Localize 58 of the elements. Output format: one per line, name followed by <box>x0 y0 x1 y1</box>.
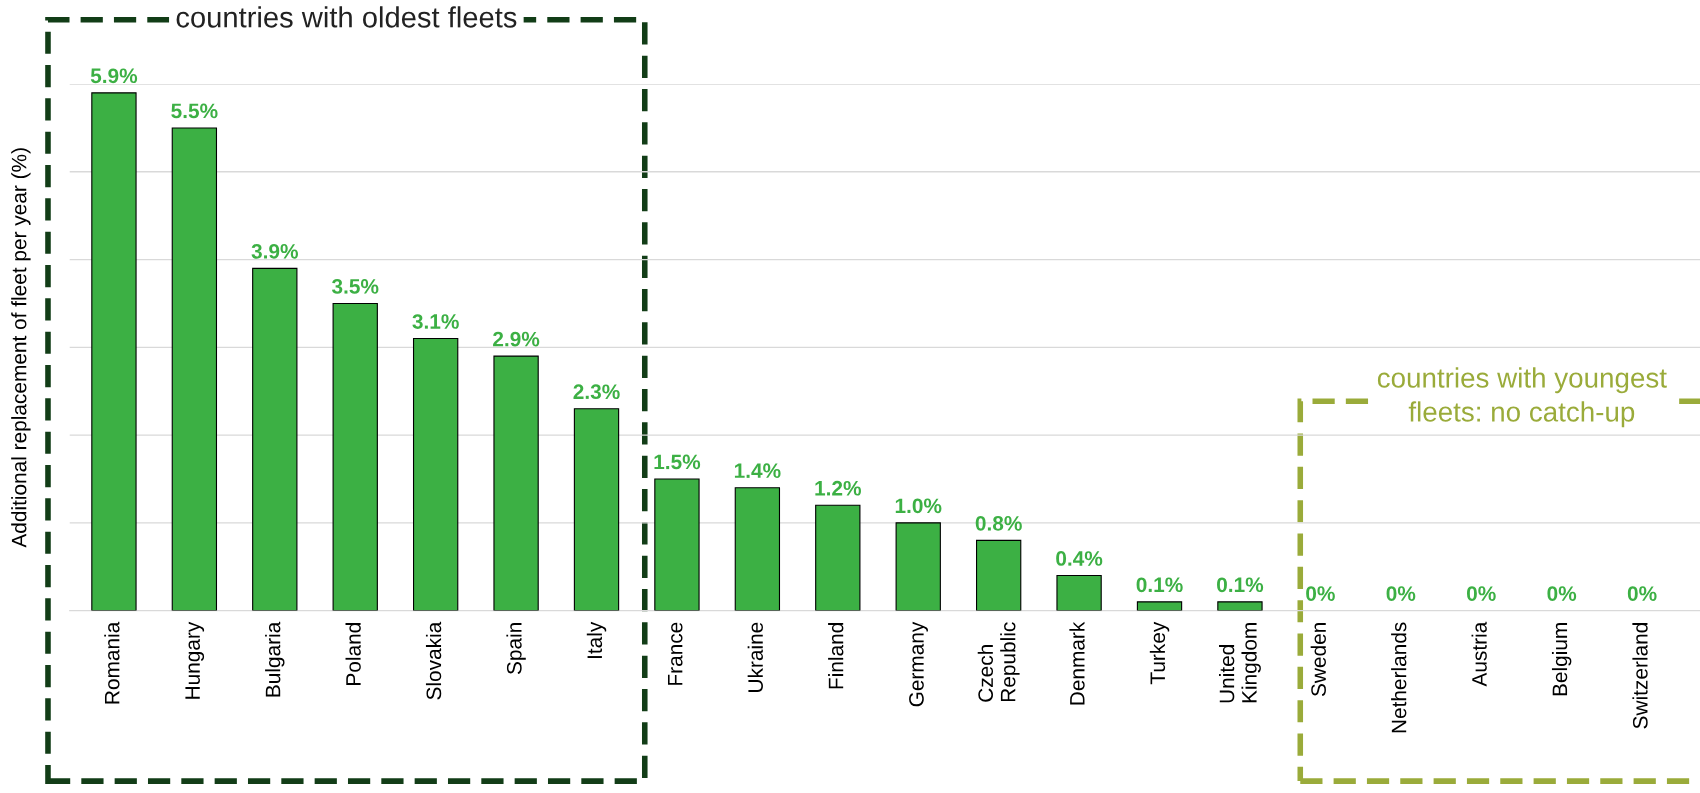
x-tick-label: Slovakia <box>425 621 442 700</box>
annotation: countries with youngest fleets: no catch-up <box>1377 367 1667 428</box>
bar <box>734 487 781 611</box>
x-tick-label: Switzerland <box>1632 623 1648 729</box>
data-label: 3.5% <box>331 279 379 294</box>
data-label: 3.9% <box>251 243 298 259</box>
x-tick-label: Hungary <box>185 621 205 699</box>
data-label: 1.4% <box>734 463 781 479</box>
data-label: 0% <box>1386 586 1416 601</box>
bar <box>654 478 700 611</box>
bar <box>332 302 378 611</box>
bar <box>171 127 218 611</box>
x-tick-label: United Kingdom <box>1219 623 1261 703</box>
x-tick-label: Romania <box>104 621 120 704</box>
bar <box>412 338 459 611</box>
data-label: 0.1% <box>1217 577 1264 593</box>
bar <box>1136 601 1183 611</box>
text: countries with oldest fleets <box>176 6 517 28</box>
data-label: 1.2% <box>815 480 861 496</box>
data-label: 0.1% <box>1136 577 1183 593</box>
x-tick-label: France <box>668 622 683 685</box>
data-label: 3.1% <box>412 314 459 329</box>
bar <box>91 92 137 611</box>
data-label: 2.9% <box>493 331 540 347</box>
x-tick-label: Czech Republic <box>977 622 1020 702</box>
bar <box>1056 574 1102 611</box>
bar <box>815 504 861 611</box>
x-tick-label: Spain <box>506 623 526 675</box>
data-label: 5.9% <box>90 68 138 84</box>
data-label: 5.5% <box>171 103 218 119</box>
x-tick-label: Sweden <box>1310 623 1326 697</box>
data-label: 2.3% <box>573 384 620 400</box>
bar <box>493 355 539 611</box>
x-tick-label: Poland <box>345 623 361 685</box>
data-label: 1.5% <box>654 454 701 470</box>
data-label: 0.4% <box>1056 551 1103 566</box>
data-label: 0% <box>1627 586 1657 601</box>
data-label: 0.8% <box>975 515 1022 531</box>
x-tick-label: Germany <box>909 621 928 707</box>
x-tick-label: Ukraine <box>747 622 763 692</box>
data-label: 0% <box>1306 586 1335 601</box>
bar <box>1217 601 1263 611</box>
x-tick-label: Italy <box>586 621 607 658</box>
bar <box>573 408 620 611</box>
x-tick-label: Netherlands <box>1391 622 1407 733</box>
bar <box>975 539 1022 611</box>
x-tick-label: Denmark <box>1069 621 1085 705</box>
data-label: 1.0% <box>895 498 942 514</box>
x-tick-label: Belgium <box>1551 623 1572 696</box>
x-tick-label: Turkey <box>1149 621 1170 685</box>
x-tick-label: Finland <box>828 623 844 689</box>
x-tick-label: Bulgaria <box>265 621 285 697</box>
bar <box>895 522 941 611</box>
data-label: 0% <box>1547 586 1577 601</box>
bar <box>252 267 298 611</box>
data-label: 0% <box>1467 586 1496 601</box>
x-tick-label: Austria <box>1471 621 1487 687</box>
y-axis-title: Additional replacement of fleet per year (%) <box>11 148 31 548</box>
